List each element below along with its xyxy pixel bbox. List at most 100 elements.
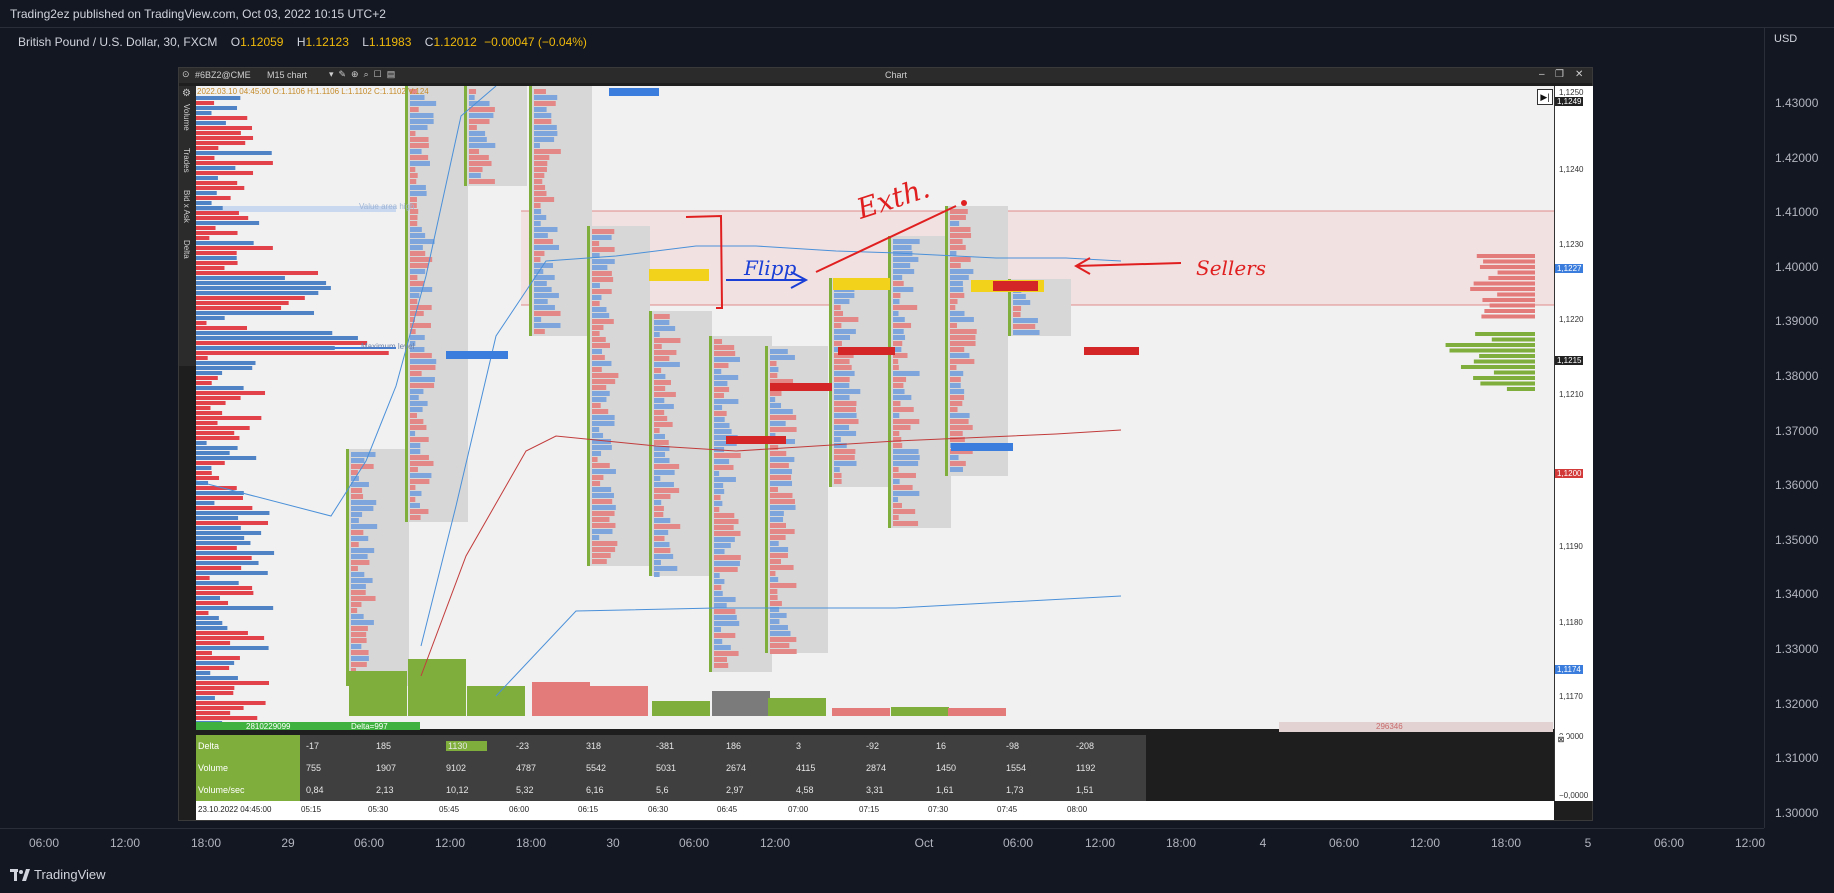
cluster-cell (592, 343, 611, 348)
side-tab-bidask[interactable]: Bid x Ask (182, 190, 191, 223)
profile-bar (196, 416, 262, 420)
side-tab-delta[interactable]: Delta (182, 240, 191, 259)
cluster-cell (410, 323, 431, 328)
time-tick: 29 (281, 836, 295, 850)
cluster-cell (592, 331, 600, 336)
cluster-cell (410, 419, 424, 424)
window-symbol[interactable]: #6BZ2@CME (195, 70, 251, 80)
volume-bar (349, 671, 407, 716)
cluster-cell (770, 577, 779, 582)
price-tick: 1.35000 (1775, 532, 1819, 547)
cluster-cell (654, 524, 681, 529)
cluster-cell (714, 609, 736, 614)
cluster-cell (893, 413, 900, 418)
price-tick: 1.34000 (1775, 587, 1819, 602)
cluster-cell (410, 101, 437, 106)
cluster-cell (770, 349, 788, 354)
cluster-cell (893, 347, 902, 352)
price-tick: 1.39000 (1775, 314, 1819, 329)
cluster-cell (714, 591, 723, 596)
volume-bar (832, 708, 890, 716)
cluster-cell (950, 323, 957, 328)
cluster-cell (654, 344, 662, 349)
cluster-cell (834, 467, 840, 472)
cluster-cell (950, 407, 958, 412)
cluster-cell (714, 597, 736, 602)
cluster-cell (770, 535, 786, 540)
cluster-cell (592, 385, 607, 390)
close-label: C (424, 35, 434, 49)
cluster-cell (770, 625, 788, 630)
embedded-chart-window: ⊙ #6BZ2@CME M15 chart ▾✎⊕⌕☐▤ Chart – ❐ ✕… (178, 67, 1593, 821)
restore-icon[interactable]: ❐ (1555, 69, 1564, 80)
cluster-cell (770, 397, 776, 402)
red-cell-block-3 (770, 383, 832, 391)
side-tab-volume[interactable]: Volume (182, 104, 191, 131)
profile-bar (196, 326, 248, 330)
cluster-cell (534, 323, 561, 328)
cluster-cell (834, 401, 857, 406)
stat-cell: 2674 (726, 763, 747, 773)
footprint-svg (196, 86, 1554, 725)
cluster-cell (592, 511, 615, 516)
cluster-cell (351, 470, 358, 475)
cluster-cell (950, 317, 974, 322)
cluster-cell (714, 399, 739, 404)
time-axis-divider (0, 828, 1764, 829)
cluster-cell (893, 491, 920, 496)
cluster-cell (893, 341, 903, 346)
symbol-title[interactable]: British Pound / U.S. Dollar, 30, FXCM (18, 35, 218, 49)
cluster-cell (351, 554, 368, 559)
cluster-cell (592, 547, 616, 552)
cluster-cell (770, 589, 778, 594)
cluster-cell (893, 461, 919, 466)
cluster-cell (351, 626, 368, 631)
cluster-cell (410, 293, 420, 298)
profile-bar (196, 301, 289, 305)
scroll-end-icon[interactable]: ▶| (1537, 89, 1553, 105)
time-tick: 5 (1584, 836, 1592, 850)
cluster-cell (410, 491, 422, 496)
cluster-cell (950, 389, 965, 394)
side-tab-trades[interactable]: Trades (182, 148, 191, 173)
cluster-cell (950, 311, 965, 316)
profile-bar (196, 631, 248, 635)
time-tick: 12:00 (1734, 836, 1766, 850)
cluster-cell (654, 428, 660, 433)
cluster-cell (410, 203, 417, 208)
profile-bar (196, 596, 221, 600)
cluster-cell (770, 607, 780, 612)
volume-bar (891, 707, 949, 716)
cluster-cell (351, 638, 367, 643)
cluster-cell (893, 365, 899, 370)
cluster-cell (770, 613, 787, 618)
template-select[interactable]: M15 chart (267, 70, 308, 80)
cluster-cell (592, 355, 605, 360)
gear-icon[interactable]: ⚙ (182, 88, 191, 99)
profile-bar (196, 656, 240, 660)
cluster-cell (893, 377, 907, 382)
cluster-cell (410, 485, 416, 490)
footprint-plot[interactable]: 2022.03.10 04:45:00 O:1.1106 H:1.1106 L:… (196, 86, 1554, 729)
right-profile-buy (1491, 337, 1535, 342)
profile-bar (196, 211, 239, 215)
cluster-cell (534, 113, 552, 118)
cluster-cell (410, 269, 426, 274)
panel-close-icon[interactable]: ⊠ (1555, 735, 1567, 745)
window-price-axis[interactable] (1554, 86, 1593, 801)
time-tick: 06:00 (1328, 836, 1360, 850)
right-profile-sell (1489, 303, 1535, 308)
stat-cell: 3 (796, 741, 802, 751)
cluster-cell (770, 391, 782, 396)
close-icon[interactable]: ✕ (1575, 69, 1584, 80)
cluster-cell (834, 473, 842, 478)
toolbar-icons[interactable]: ▾✎⊕⌕☐▤ (329, 69, 401, 79)
cluster-cell (834, 437, 841, 442)
currency-label: USD (1774, 33, 1798, 45)
price-axis[interactable] (1764, 28, 1834, 828)
cluster-cell (592, 475, 604, 480)
cluster-cell (654, 548, 671, 553)
profile-bar (196, 451, 230, 455)
minimize-icon[interactable]: – (1539, 69, 1545, 80)
cluster-cell (534, 161, 548, 166)
